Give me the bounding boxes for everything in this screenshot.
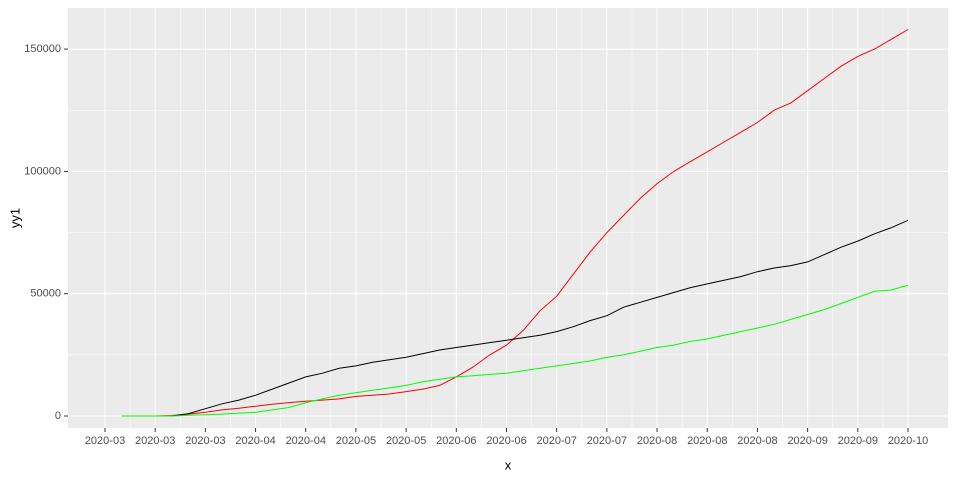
series-line xyxy=(121,29,909,417)
x-tick-label: 2020-05 xyxy=(336,435,376,447)
y-tick-label: 50000 xyxy=(30,288,61,300)
y-tick-label: 0 xyxy=(55,410,61,422)
plot-panel xyxy=(68,8,948,428)
lines xyxy=(121,29,909,417)
x-tick-label: 2020-06 xyxy=(486,435,526,447)
x-tick-label: 2020-07 xyxy=(587,435,627,447)
y-tick-label: 100000 xyxy=(24,165,61,177)
x-tick-label: 2020-10 xyxy=(888,435,928,447)
series-line xyxy=(171,219,909,417)
x-tick-label: 2020-08 xyxy=(687,435,727,447)
y-axis-title: yy1 xyxy=(7,208,22,228)
x-axis-title: x xyxy=(505,457,512,472)
x-tick-label: 2020-04 xyxy=(235,435,275,447)
series-line xyxy=(121,284,909,417)
x-tick-label: 2020-06 xyxy=(436,435,476,447)
x-tick-label: 2020-08 xyxy=(737,435,777,447)
grid xyxy=(68,8,948,428)
x-tick-label: 2020-03 xyxy=(185,435,225,447)
x-tick-label: 2020-04 xyxy=(286,435,326,447)
x-tick-label: 2020-09 xyxy=(787,435,827,447)
y-tick-label: 150000 xyxy=(24,43,61,55)
x-tick-label: 2020-08 xyxy=(637,435,677,447)
x-tick-label: 2020-09 xyxy=(838,435,878,447)
x-tick-label: 2020-05 xyxy=(386,435,426,447)
x-tick-label: 2020-03 xyxy=(85,435,125,447)
x-tick-label: 2020-07 xyxy=(537,435,577,447)
x-tick-label: 2020-03 xyxy=(135,435,175,447)
